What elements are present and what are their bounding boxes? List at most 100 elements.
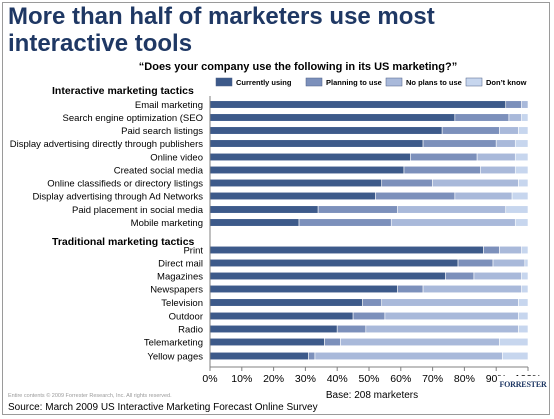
legend: Currently using Planning to use No plans t… [215,77,527,87]
x-tick-label: 60% [390,373,411,385]
x-tick-label: 10% [231,373,252,385]
category-label: Online video [150,153,203,164]
category-label: Mobile marketing [131,218,203,229]
bar-segment [209,311,354,321]
group-label: Traditional marketing tactics [52,236,195,248]
category-label: Direct mail [158,259,203,270]
category-label: Radio [178,325,203,336]
bar-segment [441,126,500,135]
bar-segment [317,205,398,214]
bar-segment [209,100,507,109]
bar-segment [422,284,522,294]
category-label: Display advertising through Ad Networks [32,192,203,203]
bar-segment [502,351,529,361]
x-tick-label: 50% [358,373,379,385]
bar-segment [518,324,529,334]
x-tick-label: 40% [327,373,348,385]
bar-segment [521,271,529,281]
bar-segment [209,139,424,148]
bar-segment [457,258,494,268]
bar-segment [384,311,519,321]
bar-segment [479,165,516,175]
legend-label: Planning to use [326,78,382,87]
bar-segment [209,113,456,122]
bar-segment [476,152,516,162]
bar-segment [508,113,522,122]
slide-title-line2: interactive tools [8,30,192,57]
legend-swatch [385,77,403,87]
bar-segment [514,139,529,148]
x-tick-label: 20% [263,373,284,385]
legend-swatch [305,77,323,87]
bar-segment [495,139,516,148]
bar-segment [209,218,300,227]
bar-segment [324,337,341,347]
x-tick-label: 70% [422,373,443,385]
category-label: Email marketing [135,100,203,111]
bar-segment [209,324,338,334]
x-tick-label: 30% [295,373,316,385]
group-labels: Interactive marketing tactics Traditional… [52,85,195,248]
bar-segment [381,298,519,307]
legend-label: Currently using [236,78,292,87]
category-label: Telemarketing [144,338,203,349]
bar-segment [209,337,325,347]
bar-segment [340,337,500,347]
bar-segment [514,218,529,227]
bar-segment [511,191,529,201]
x-tick-label: 80% [454,373,475,385]
bar-segment [209,245,484,255]
bar-segment [209,258,459,268]
bar-segment [209,298,363,307]
bar-segment [209,191,376,201]
bar-segment [381,178,433,188]
bar-segment [518,311,529,321]
bar-segment [209,152,411,162]
bar-segment [505,205,529,214]
bar-segment [518,178,529,188]
bar-segment [518,298,529,307]
bar-segment [314,351,503,361]
bar-segment [432,178,519,188]
bar-segment [209,178,383,188]
bar-segment [514,152,529,162]
category-label: Magazines [157,272,203,283]
bar-segment [365,324,519,334]
category-label: Paid search listings [121,126,203,137]
base-note: Base: 208 marketers [326,390,418,401]
source-note: Source: March 2009 US Interactive Market… [8,402,318,413]
bar-segment [375,191,456,201]
category-label: Created social media [114,166,204,177]
bar-segment [308,351,316,361]
bar-segment [454,113,510,122]
bar-segment [499,245,522,255]
bars [209,100,529,361]
category-label: Paid placement in social media [72,205,204,216]
bar-segment [521,284,529,294]
bar-segment [336,324,367,334]
bar-segment [403,165,481,175]
bar-segment [521,113,529,122]
bar-segment [397,284,424,294]
bar-segment [473,271,522,281]
bar-segment [454,191,513,201]
bar-segment [521,245,529,255]
survey-question: “Does your company use the following in … [139,61,457,73]
bar-segment [518,126,529,135]
bar-segment [410,152,478,162]
bar-segment [499,126,519,135]
legend-label: Don’t know [486,78,527,87]
bar-segment [209,351,309,361]
bar-segment [505,100,522,109]
category-label: Outdoor [169,312,203,323]
group-label: Interactive marketing tactics [52,85,194,97]
category-labels: Email marketing Search engine optimizatio… [10,100,204,363]
forrester-logo: FORRESTER [497,376,549,390]
category-label: Online classifieds or directory listings [47,179,203,190]
category-label: Television [161,298,203,309]
bar-segment [483,245,500,255]
slide-title-line1: More than half of marketers use most [8,3,435,30]
x-axis: 0%10%20%30%40%50%60%70%80%90%100% [202,96,541,385]
bar-segment [209,205,319,214]
